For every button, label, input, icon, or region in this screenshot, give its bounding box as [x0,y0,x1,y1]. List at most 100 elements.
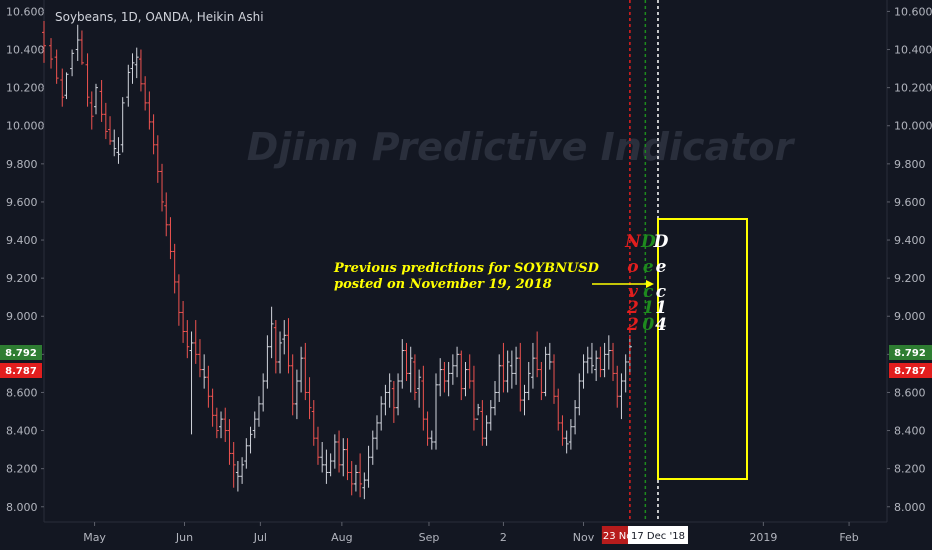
prediction-highlight-box [657,218,748,480]
price-bar [581,354,586,389]
y-tick-right: 8.000 [894,501,926,514]
x-tick: May [83,531,106,544]
price-bar [425,411,430,446]
prediction-letter: o [627,257,638,277]
x-axis[interactable]: May Jun Jul Aug Sep 2 Nov 2019 Feb [44,521,887,544]
prediction-letter: 1 [642,298,654,318]
price-bar [446,361,451,397]
price-bar [370,430,375,465]
annotation-arrow [592,280,654,288]
y-tick-right: 9.800 [894,158,926,171]
price-bar [362,472,367,500]
price-bar [311,400,316,446]
price-bar [332,434,337,469]
price-bar [265,335,270,389]
prediction-letter: 2 [626,298,639,318]
y-tick-right: 9.600 [894,196,926,209]
price-bar [615,365,620,408]
watermark: Djinn Predictive Indicator [247,125,796,169]
price-bar [223,407,228,442]
price-bar [219,411,224,439]
price-bar [164,192,169,237]
y-tick-left: 8.400 [6,425,38,438]
left-price-upper: 8.792 [5,348,37,359]
price-bar [269,306,274,359]
price-bar [509,350,514,389]
price-bar [79,30,84,65]
price-bar [103,102,108,140]
price-bar [54,49,59,84]
price-bar [488,400,493,431]
price-bar [623,354,628,393]
prediction-letter: e [643,257,654,277]
annotation-line-2: posted on November 19, 2018 [334,277,552,292]
y-axis-right[interactable]: 10.600 10.400 10.200 10.000 9.800 9.600 9.400 9… [886,0,932,522]
price-bar [294,369,299,420]
prediction-letter: D [640,232,656,252]
price-bar [273,320,278,374]
price-bar [248,426,253,454]
price-bar [320,441,325,473]
price-bar [134,47,139,79]
price-bar [337,430,342,473]
price-bar [412,354,417,401]
price-bar [147,91,152,130]
prediction-letter: c [643,282,654,302]
price-bar [89,91,94,130]
left-price-lower: 8.787 [5,366,37,377]
y-tick-right: 9.400 [894,234,926,247]
price-bar [341,438,346,477]
price-bar [143,76,148,111]
price-bar [189,331,194,435]
y-tick-right: 8.600 [894,386,926,399]
price-bar [526,361,531,401]
price-bar [417,369,422,408]
prediction-letter: D [653,232,669,252]
price-bar [535,331,540,378]
price-bar [421,365,426,431]
price-bar [214,407,219,439]
y-tick-left: 10.600 [6,5,45,18]
y-tick-right: 10.400 [894,44,932,57]
prediction-letter: 2 [626,315,639,335]
price-bar [611,342,616,382]
date-badges: 23 Nov '1817 Dec '18 [601,526,688,544]
price-bar [85,53,90,107]
price-bar [547,342,552,370]
price-bar [185,320,190,359]
price-bar [585,346,590,374]
price-bar [324,449,329,484]
price-bar [282,320,287,355]
price-bar [442,361,447,393]
y-tick-left: 8.200 [6,463,38,476]
price-bar [522,384,527,416]
right-price-upper: 8.792 [894,348,926,359]
annotation-line-1: Previous predictions for SOYBNUSD [333,261,600,276]
y-tick-left: 9.000 [6,310,38,323]
price-bar [42,20,46,63]
price-bar [181,301,186,343]
price-bar [176,274,181,326]
x-tick: Aug [331,531,352,544]
price-bar [391,381,396,423]
price-bars [42,20,632,500]
y-tick-right: 10.200 [894,82,932,95]
price-bar [471,365,476,431]
y-tick-left: 9.200 [6,272,38,285]
price-bar [252,411,257,439]
price-bar [387,373,392,408]
price-bar [358,453,363,498]
price-bar [455,346,460,378]
price-bar [197,339,202,378]
price-bar [568,419,573,450]
prediction-letter: 0 [642,315,654,335]
prediction-letter: e [656,257,667,277]
price-bar [459,350,464,401]
y-tick-left: 8.600 [6,386,38,399]
price-bar [168,217,173,260]
price-bar [505,350,510,393]
price-bar [112,129,117,157]
y-tick-left: 10.200 [6,82,45,95]
price-bar [240,457,245,484]
